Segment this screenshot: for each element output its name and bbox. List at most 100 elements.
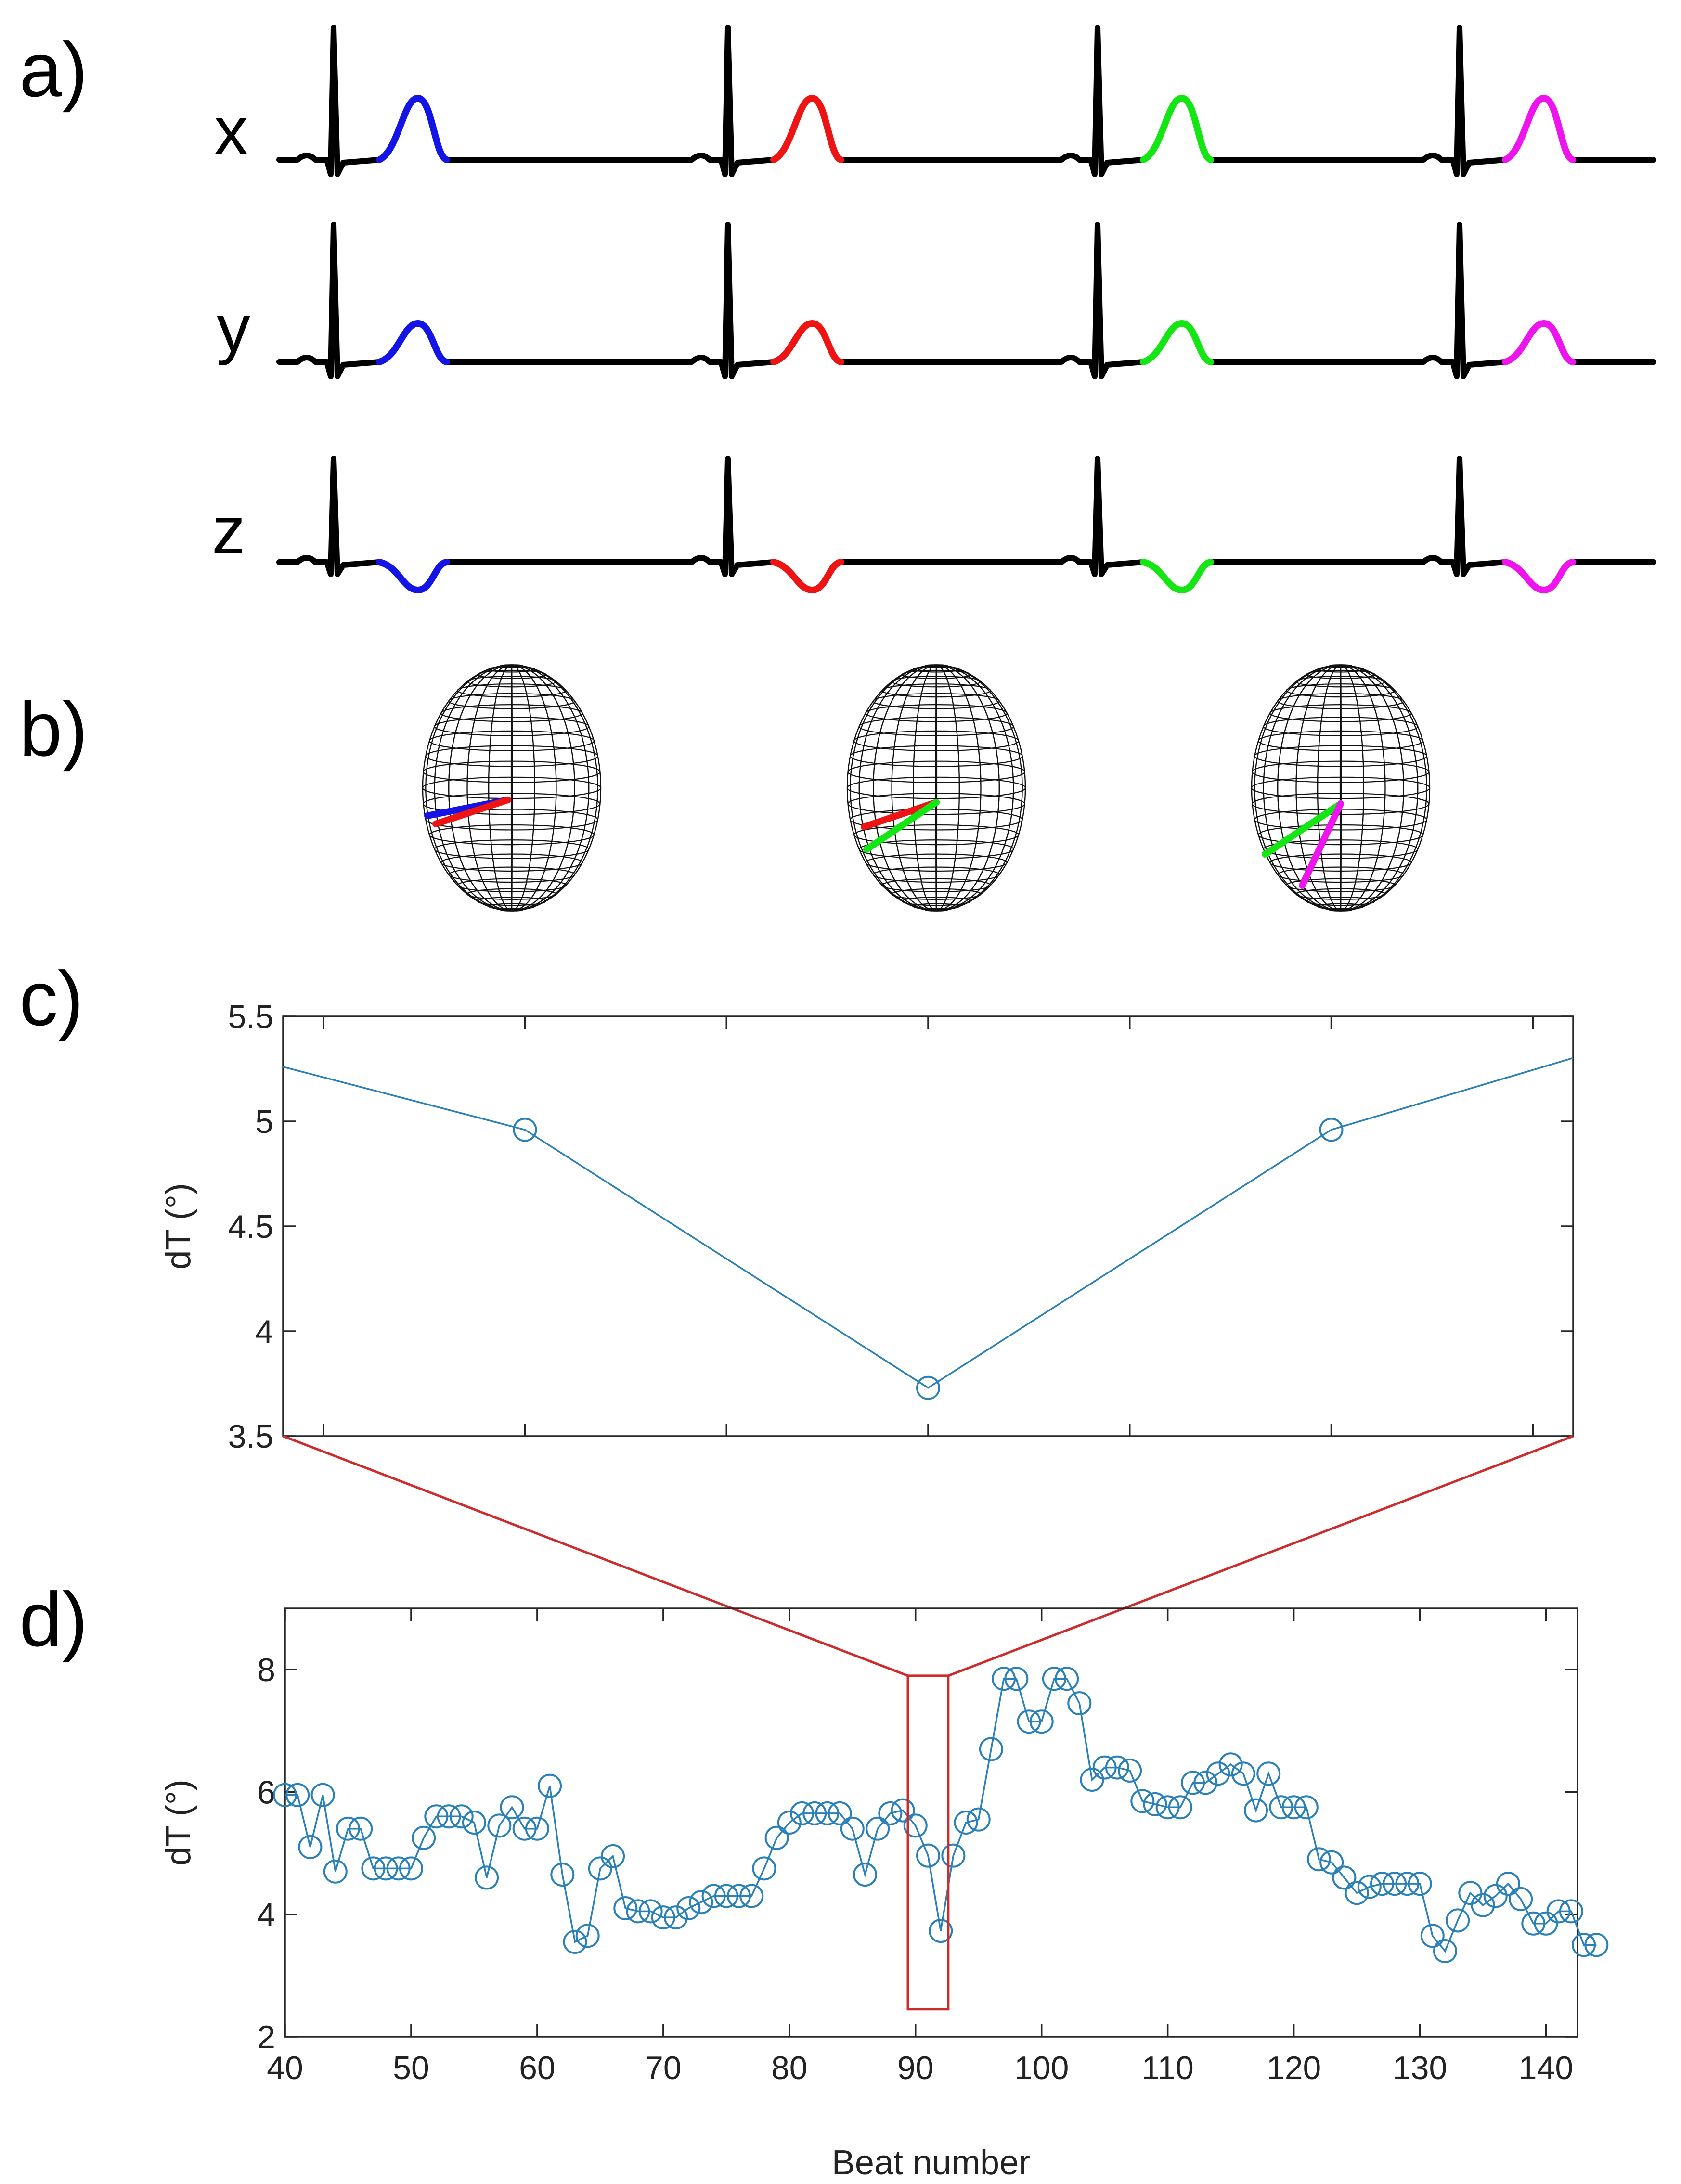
panel-d-ytick-label: 8	[257, 1652, 275, 1688]
twave-z-1	[376, 559, 450, 593]
panel-d-point	[273, 1783, 297, 1807]
panel-d-point	[601, 1844, 625, 1868]
panel-d-point	[1269, 1795, 1293, 1820]
panel-d-ytick-label: 2	[257, 2019, 275, 2056]
panel-c-point	[1319, 1118, 1344, 1142]
panel-d-ylabel: dT (°)	[159, 1779, 198, 1865]
panel-d-point	[563, 1929, 587, 1954]
panel-d-point	[727, 1884, 751, 1908]
panel-d-point	[979, 1737, 1003, 1761]
panel-d-point	[386, 1856, 411, 1881]
panel-d-point	[1433, 1939, 1457, 1963]
panel-a-label: a)	[19, 26, 88, 113]
ecg-trace-z	[276, 456, 1656, 577]
panel-d-point	[1193, 1771, 1218, 1795]
panel-d-point	[1546, 1899, 1571, 1924]
panel-c-point	[513, 1118, 537, 1142]
twave-z-2	[770, 559, 844, 593]
panel-d-point	[689, 1890, 713, 1914]
panel-d-point	[954, 1811, 978, 1835]
panel-d-xtick-label: 50	[393, 2050, 429, 2086]
panel-d-point	[374, 1856, 398, 1881]
lead-y-label: y	[217, 290, 250, 366]
twave-x-3	[1140, 95, 1214, 163]
panel-d-point	[815, 1801, 840, 1825]
panel-c-ylabel: dT (°)	[159, 1183, 198, 1269]
panel-d-point	[613, 1896, 638, 1920]
panel-c-ytick-label: 3.5	[228, 1418, 273, 1455]
panel-d-point	[1181, 1771, 1205, 1795]
panel-d-point	[752, 1856, 776, 1881]
panel-d-point	[1256, 1761, 1281, 1786]
panel-d-point	[676, 1896, 701, 1920]
panel-d-point	[285, 1783, 310, 1807]
panel-d-point	[1496, 1872, 1520, 1896]
vector-3-1	[1262, 800, 1344, 858]
panel-d-point	[1319, 1850, 1344, 1875]
panel-d-point	[1118, 1758, 1142, 1783]
panel-c-axes-frame	[282, 1015, 1574, 1437]
panel-d-point	[298, 1835, 323, 1859]
panel-d-xtick-label: 110	[1141, 2050, 1193, 2086]
panel-d-point	[1294, 1795, 1319, 1820]
panel-d-point	[512, 1816, 537, 1841]
panel-c-line	[283, 1057, 1573, 1389]
ecg-traces	[276, 25, 1656, 593]
panel-d-point	[1395, 1872, 1420, 1896]
panel-d-point	[1218, 1752, 1243, 1777]
panel-d-point	[828, 1801, 852, 1825]
twave-x-4	[1502, 95, 1576, 163]
panel-d-point	[1067, 1691, 1092, 1716]
twave-y-2	[770, 320, 844, 365]
panel-d-point	[1168, 1795, 1192, 1820]
panel-d-xtick-label: 80	[771, 2050, 808, 2086]
panel-d-point	[1383, 1872, 1407, 1896]
panel-d-point	[1004, 1667, 1029, 1691]
panel-d-point	[878, 1801, 903, 1825]
panel-d-point	[966, 1807, 991, 1832]
twave-x-2	[770, 95, 844, 163]
panel-d-point	[1521, 1911, 1546, 1936]
panel-d-point	[424, 1804, 449, 1829]
panel-d-point	[349, 1816, 373, 1841]
panel-d-xlabel: Beat number	[832, 2144, 1030, 2182]
panel-d-point	[1029, 1709, 1054, 1734]
panel-d-point	[1244, 1798, 1268, 1823]
panel-d-xtick-label: 40	[267, 2050, 303, 2086]
panel-d-line	[285, 1678, 1597, 1953]
panel-d-point	[891, 1798, 915, 1823]
panel-d-point	[1408, 1872, 1432, 1896]
vector-1-2	[432, 797, 511, 827]
panel-d-xtick-label: 120	[1267, 2050, 1321, 2086]
twave-y-3	[1140, 320, 1214, 365]
panel-c-ytick-label: 4.5	[228, 1208, 273, 1245]
panel-b-label: b)	[19, 686, 88, 772]
panel-d-point	[487, 1813, 512, 1838]
panel-d-point	[462, 1811, 486, 1835]
zoom-box	[906, 1674, 950, 2011]
sphere-2	[846, 664, 1026, 912]
panel-d-xtick-label: 70	[645, 2050, 682, 2086]
panel-d-point	[638, 1899, 663, 1924]
panel-d-point	[1332, 1865, 1357, 1890]
panel-d-point	[929, 1919, 953, 1943]
vector-2-2	[863, 799, 940, 853]
twave-y-1	[376, 320, 450, 365]
panel-d-point	[412, 1825, 436, 1850]
panel-d-point	[626, 1899, 650, 1924]
panel-d-point	[764, 1825, 789, 1850]
ecg-trace-x	[276, 25, 1656, 177]
panel-d-point	[437, 1804, 461, 1829]
panel-d-xtick-label: 60	[519, 2050, 556, 2086]
lead-x-label: x	[214, 93, 248, 168]
panel-d-xtick-label: 100	[1014, 2050, 1069, 2086]
panel-d-point	[1281, 1795, 1306, 1820]
panel-d-point	[651, 1905, 675, 1930]
panel-d-point	[575, 1924, 600, 1948]
twave-y-4	[1502, 320, 1576, 365]
panel-d-point	[588, 1856, 612, 1881]
panel-d-label: d)	[19, 1576, 88, 1662]
panel-d-point	[840, 1816, 865, 1841]
panel-d-ytick-label: 6	[257, 1774, 275, 1811]
